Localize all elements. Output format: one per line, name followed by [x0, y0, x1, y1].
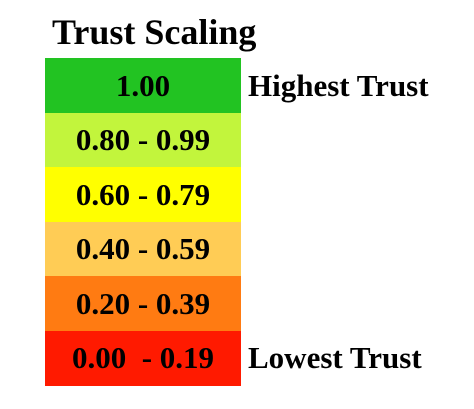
- scale-row: 0.00 - 0.19: [45, 330, 241, 386]
- scale-row: 0.60 - 0.79: [45, 167, 241, 222]
- highest-label: Highest Trust: [248, 67, 429, 103]
- scale-row: 1.00: [45, 58, 241, 113]
- title: Trust Scaling: [52, 12, 257, 52]
- lowest-label: Lowest Trust: [248, 340, 422, 375]
- scale-row: 0.80 - 0.99: [45, 112, 241, 168]
- scale-row: 0.20 - 0.39: [45, 276, 241, 331]
- scale-row: 0.40 - 0.59: [45, 221, 241, 277]
